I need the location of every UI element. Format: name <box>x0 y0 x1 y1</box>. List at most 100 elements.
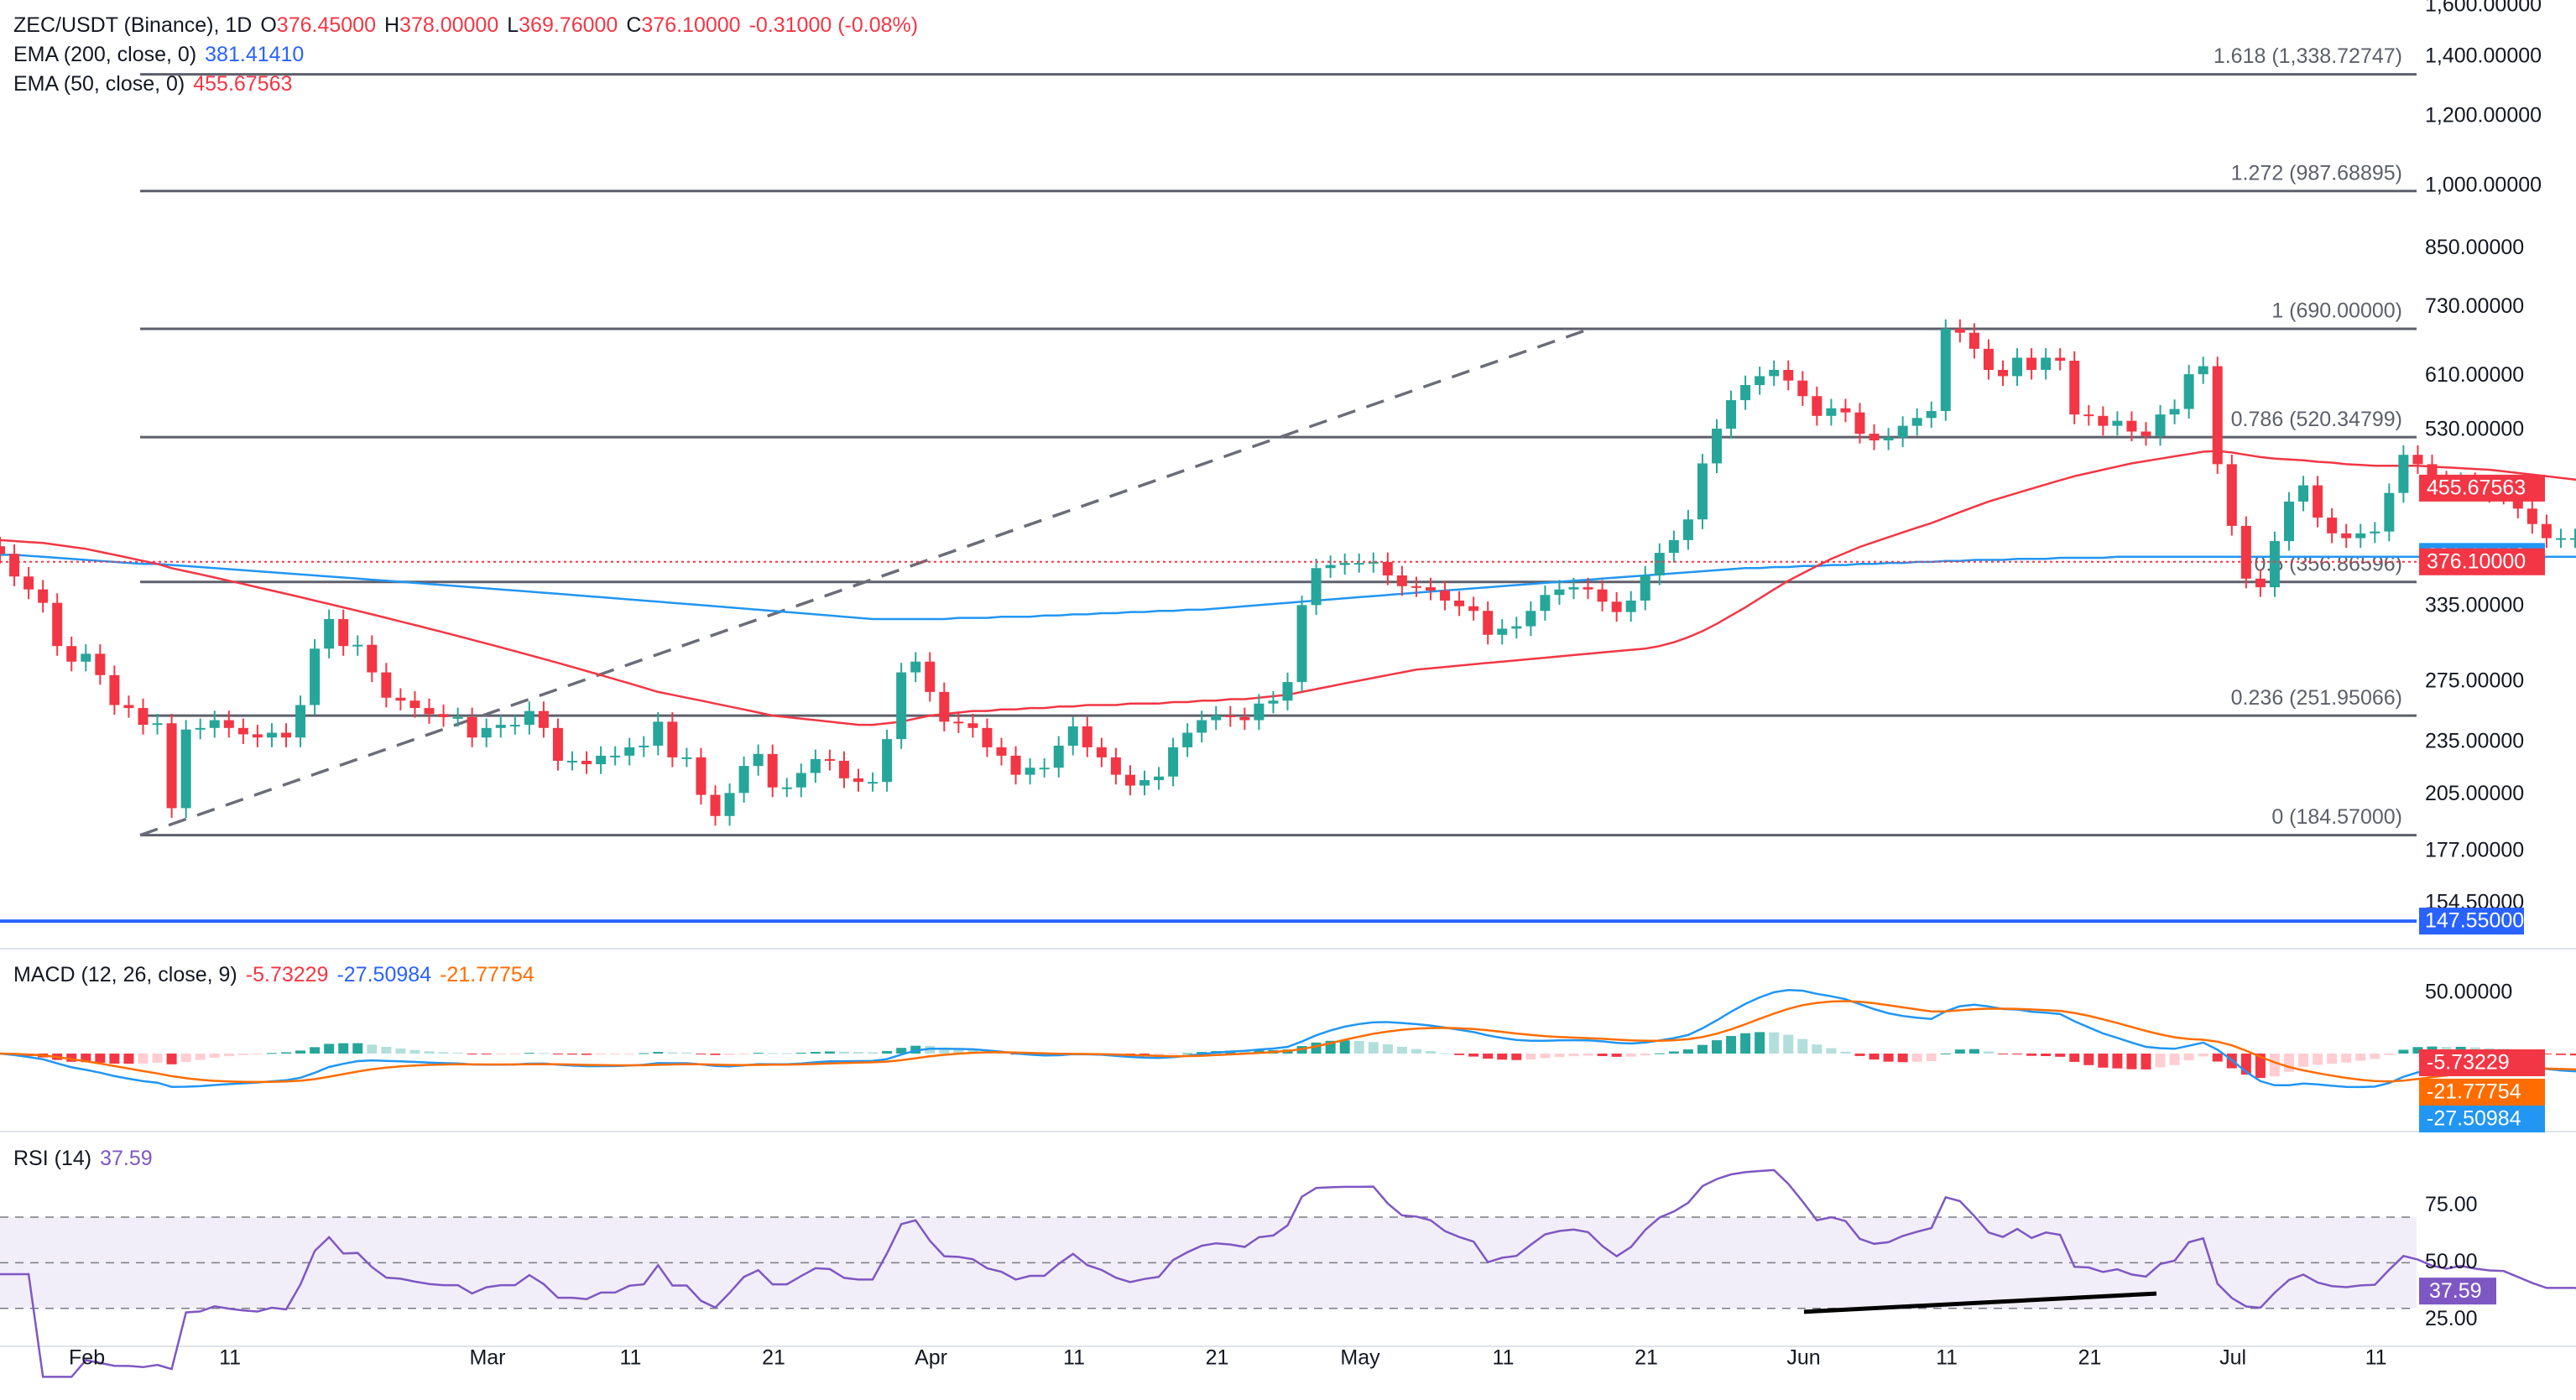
macd-histogram-bar <box>1740 1033 1751 1054</box>
macd-histogram-bar <box>2255 1054 2266 1079</box>
candle-body <box>452 716 463 719</box>
candle-body <box>1583 587 1593 590</box>
rsi-tag-label: 37.59 <box>2429 1279 2482 1303</box>
candle-body <box>1353 563 1364 565</box>
macd-histogram-bar <box>1926 1054 1937 1062</box>
candle <box>52 593 63 656</box>
candle <box>925 652 936 702</box>
macd-histogram-bar <box>1840 1051 1851 1054</box>
candle-body <box>237 727 248 735</box>
macd-histogram-bar <box>767 1053 778 1054</box>
candle <box>1554 580 1565 605</box>
price-axis-tick: 730.00000 <box>2425 294 2524 318</box>
candle <box>2412 445 2423 474</box>
fib-level-label: 1.618 (1,338.72747) <box>2214 44 2402 68</box>
macd-histogram-bar <box>2055 1054 2066 1057</box>
candle-body <box>338 619 349 647</box>
candle <box>639 736 649 757</box>
candle <box>1296 596 1307 692</box>
candle-body <box>795 773 806 788</box>
candle <box>1568 577 1579 600</box>
candle-body <box>810 758 821 773</box>
candle <box>66 636 77 672</box>
candle-body <box>767 753 778 788</box>
candle-body <box>467 716 477 738</box>
macd-histogram-bar <box>524 1053 534 1054</box>
candle <box>2355 523 2366 549</box>
candle-body <box>2384 492 2395 532</box>
candle-body <box>1926 411 1937 419</box>
horizontal-line-tag <box>2419 908 2524 935</box>
candle-body <box>710 794 721 816</box>
rsi-axis-tick: 50.00 <box>2425 1250 2478 1273</box>
candle-body <box>2169 409 2180 415</box>
candle <box>567 751 577 771</box>
close-value: 376.10000 <box>641 13 741 37</box>
candle <box>1053 736 1064 778</box>
candle-body <box>1668 539 1679 554</box>
candle-body <box>1568 587 1579 590</box>
candle <box>2026 348 2037 380</box>
macd-histogram-bar <box>1583 1054 1593 1056</box>
macd-histogram-bar <box>1897 1054 1908 1063</box>
candle-body <box>1268 700 1279 704</box>
candle <box>1869 424 1880 450</box>
candle-body <box>2341 533 2352 539</box>
candle-body <box>853 778 863 783</box>
price-tag <box>2419 474 2545 502</box>
candle-body <box>2298 485 2309 502</box>
candle <box>1497 619 1508 645</box>
candle-body <box>2313 485 2323 518</box>
candle-body <box>896 672 907 740</box>
macd-tag <box>2419 1079 2545 1106</box>
candle <box>509 715 520 735</box>
macd-histogram-bar <box>310 1047 321 1054</box>
candle-body <box>824 758 835 761</box>
macd-histogram-bar <box>180 1054 191 1063</box>
candle-body <box>223 720 234 728</box>
candle-body <box>66 646 77 662</box>
candle-body <box>2555 538 2566 540</box>
candle-body <box>2069 361 2080 415</box>
candle <box>1282 672 1293 710</box>
price-tag <box>2419 548 2545 575</box>
time-axis-tick: Apr <box>915 1346 947 1370</box>
macd-tag-label: -5.73229 <box>2427 1051 2510 1075</box>
candle-body <box>2212 366 2223 465</box>
candle <box>1039 757 1050 778</box>
macd-histogram-bar <box>424 1051 435 1054</box>
candle <box>1182 723 1193 757</box>
candle-body <box>2126 420 2137 432</box>
symbol-title: ZEC/USDT (Binance), 1D <box>13 13 253 37</box>
macd-histogram-bar <box>996 1053 1007 1054</box>
candle <box>1454 591 1465 617</box>
candle <box>2555 528 2566 549</box>
candle <box>2183 364 2194 419</box>
candle <box>1096 737 1107 768</box>
macd-tag-label: -27.50984 <box>2427 1107 2521 1131</box>
candle <box>1740 375 1751 410</box>
candle-body <box>1468 606 1479 612</box>
macd-hist-value: -5.73229 <box>245 963 329 986</box>
time-axis-tick: 11 <box>619 1346 641 1370</box>
candle-body <box>1411 586 1421 588</box>
time-axis-tick: 21 <box>1635 1346 1658 1370</box>
candle-body <box>166 723 177 809</box>
macd-histogram-bar <box>1511 1054 1522 1060</box>
candle-body <box>1611 601 1622 612</box>
candle-body <box>2055 357 2066 362</box>
macd-histogram-bar <box>1682 1049 1693 1054</box>
candle-body <box>324 619 335 649</box>
candle <box>1640 565 1650 611</box>
candle <box>252 725 263 747</box>
macd-histogram-bar <box>1969 1049 1979 1054</box>
macd-histogram-bar <box>452 1052 463 1054</box>
candle <box>1426 577 1436 601</box>
candle-body <box>1067 726 1078 746</box>
candle <box>1368 552 1379 573</box>
candle <box>1225 705 1236 727</box>
macd-histogram-bar <box>1854 1054 1865 1056</box>
macd-histogram-bar <box>2398 1049 2409 1054</box>
candle <box>1854 403 1865 444</box>
